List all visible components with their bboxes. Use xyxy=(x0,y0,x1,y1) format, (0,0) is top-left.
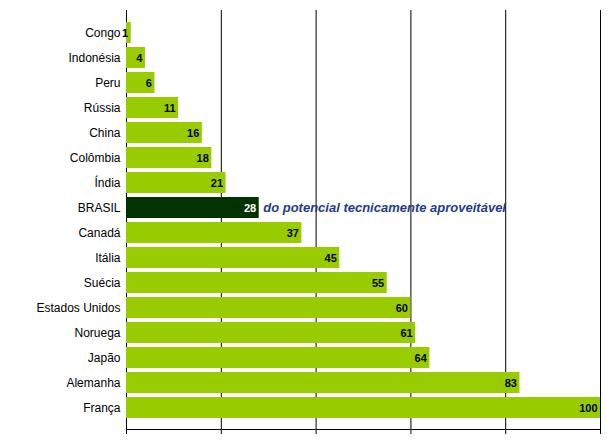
svg-text:do potencial tecnicamente apro: do potencial tecnicamente aproveitável xyxy=(263,200,506,215)
svg-text:16: 16 xyxy=(187,127,199,139)
svg-text:61: 61 xyxy=(400,327,412,339)
svg-text:China: China xyxy=(89,126,121,140)
svg-text:Índia: Índia xyxy=(94,175,120,190)
svg-text:Colômbia: Colômbia xyxy=(70,151,121,165)
svg-text:Congo: Congo xyxy=(85,26,121,40)
svg-text:Japão: Japão xyxy=(88,351,121,365)
svg-text:1: 1 xyxy=(122,27,128,39)
svg-text:Peru: Peru xyxy=(95,76,120,90)
svg-text:Estados Unidos: Estados Unidos xyxy=(36,301,120,315)
svg-text:11: 11 xyxy=(164,102,176,114)
svg-text:4: 4 xyxy=(136,52,143,64)
svg-text:21: 21 xyxy=(211,177,223,189)
svg-text:64: 64 xyxy=(415,352,428,364)
svg-text:BRASIL: BRASIL xyxy=(78,201,121,215)
svg-text:Suécia: Suécia xyxy=(84,276,121,290)
svg-text:45: 45 xyxy=(325,252,337,264)
svg-text:Indonésia: Indonésia xyxy=(68,51,120,65)
svg-text:Canadá: Canadá xyxy=(78,226,120,240)
svg-text:Noruega: Noruega xyxy=(74,326,120,340)
svg-text:60: 60 xyxy=(396,302,408,314)
svg-text:28: 28 xyxy=(244,202,256,214)
svg-text:Alemanha: Alemanha xyxy=(66,376,120,390)
svg-text:Itália: Itália xyxy=(95,251,121,265)
svg-text:100: 100 xyxy=(579,402,597,414)
svg-text:Rússia: Rússia xyxy=(84,101,121,115)
svg-text:6: 6 xyxy=(146,77,152,89)
svg-text:83: 83 xyxy=(505,377,517,389)
svg-text:18: 18 xyxy=(197,152,209,164)
svg-text:França: França xyxy=(83,401,121,415)
svg-text:55: 55 xyxy=(372,277,384,289)
svg-text:37: 37 xyxy=(287,227,299,239)
